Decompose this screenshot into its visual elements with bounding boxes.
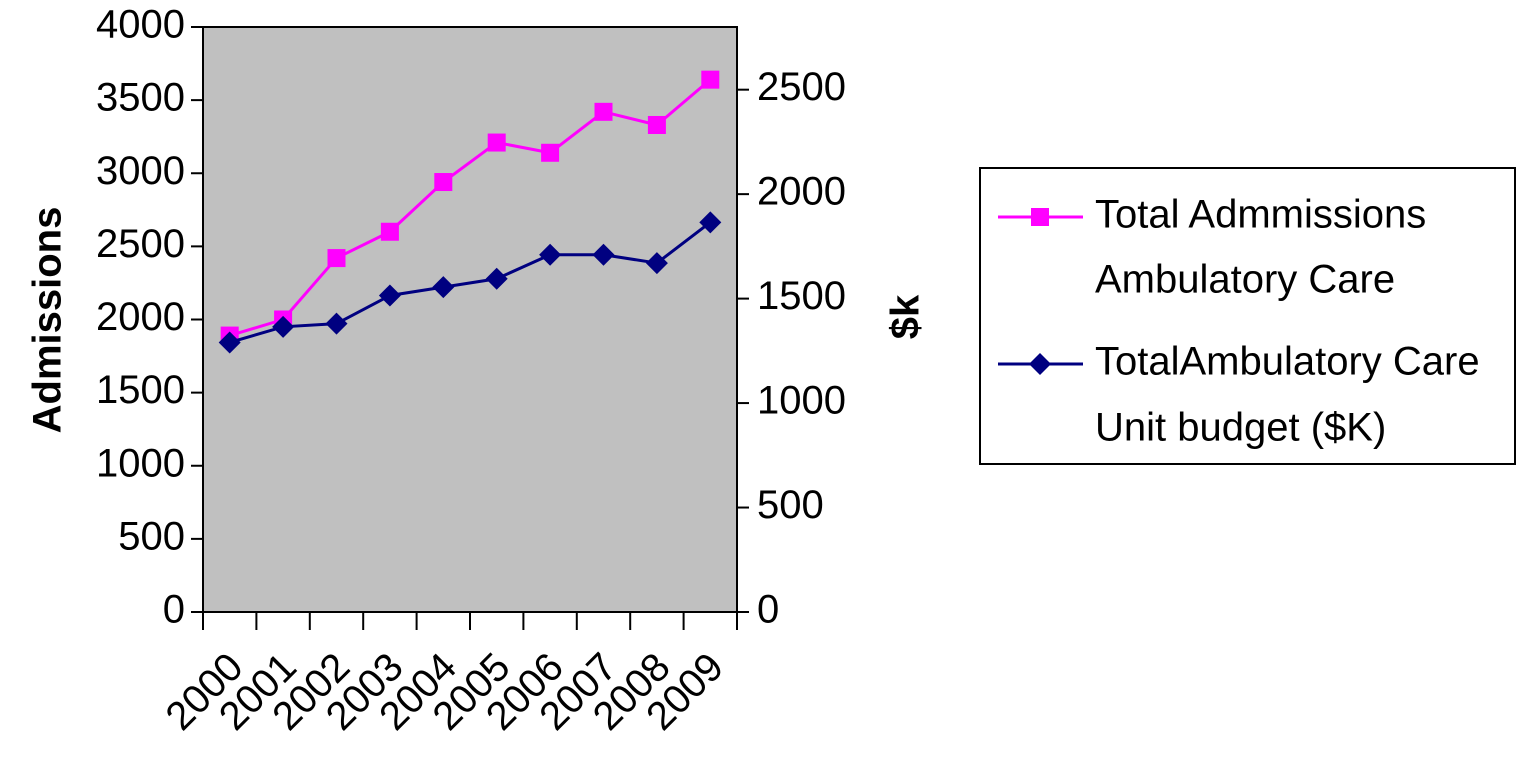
legend-item: Total Admmissions Ambulatory Care	[998, 193, 1426, 302]
data-point	[645, 252, 668, 275]
y2-axis-title: $k	[884, 294, 928, 339]
data-point	[272, 315, 295, 338]
data-point	[539, 243, 562, 266]
data-point	[434, 173, 453, 192]
y-tick-label: 3500	[96, 76, 185, 120]
y2-axis-ticks: 0 500 1000 1500 2000 2500	[737, 65, 846, 632]
data-point	[325, 312, 348, 335]
y-tick-label: 500	[118, 514, 185, 558]
y2-tick-label: 0	[757, 588, 779, 632]
legend-label: Ambulatory Care	[1095, 258, 1395, 302]
data-point	[701, 70, 720, 89]
data-point	[218, 331, 241, 354]
data-point	[487, 133, 506, 152]
legend-label: Unit budget ($K)	[1095, 406, 1386, 450]
data-point	[541, 143, 560, 162]
data-point	[485, 267, 508, 290]
legend-item: TotalAmbulatory Care Unit budget ($K)	[998, 340, 1480, 450]
legend-label: TotalAmbulatory Care	[1095, 340, 1480, 384]
y2-tick-label: 1000	[757, 379, 846, 423]
legend-label: Total Admmissions	[1095, 193, 1426, 237]
legend: Total Admmissions Ambulatory Care TotalAmb…	[979, 167, 1516, 465]
data-point	[592, 243, 615, 266]
y2-tick-label: 500	[757, 483, 824, 527]
y-axis-ticks: 0 500 1000 1500 2000 2500 3000 3500 4000	[96, 3, 203, 632]
y-tick-label: 1000	[96, 441, 185, 485]
y-tick-label: 3000	[96, 149, 185, 193]
y2-tick-label: 1500	[757, 274, 846, 318]
y2-tick-label: 2500	[757, 65, 846, 109]
series-1	[220, 70, 720, 345]
data-point	[432, 276, 455, 299]
y-tick-label: 2000	[96, 295, 185, 339]
data-point	[647, 115, 666, 134]
y-tick-label: 0	[163, 588, 185, 632]
series-line	[229, 221, 712, 344]
y-tick-label: 1500	[96, 368, 185, 412]
data-point	[380, 222, 399, 241]
data-point	[327, 249, 346, 268]
data-point	[378, 284, 401, 307]
y-tick-label: 4000	[96, 3, 185, 47]
y-axis-title: Admissions	[26, 207, 70, 434]
y-tick-label: 2500	[96, 222, 185, 266]
legend-swatch-marker	[1029, 353, 1051, 375]
series-group	[218, 70, 722, 354]
series-line	[229, 78, 712, 338]
data-point	[594, 102, 613, 121]
legend-swatch-marker	[1031, 208, 1049, 226]
y2-tick-label: 2000	[757, 170, 846, 214]
series-2	[218, 211, 722, 354]
data-point	[699, 211, 722, 234]
